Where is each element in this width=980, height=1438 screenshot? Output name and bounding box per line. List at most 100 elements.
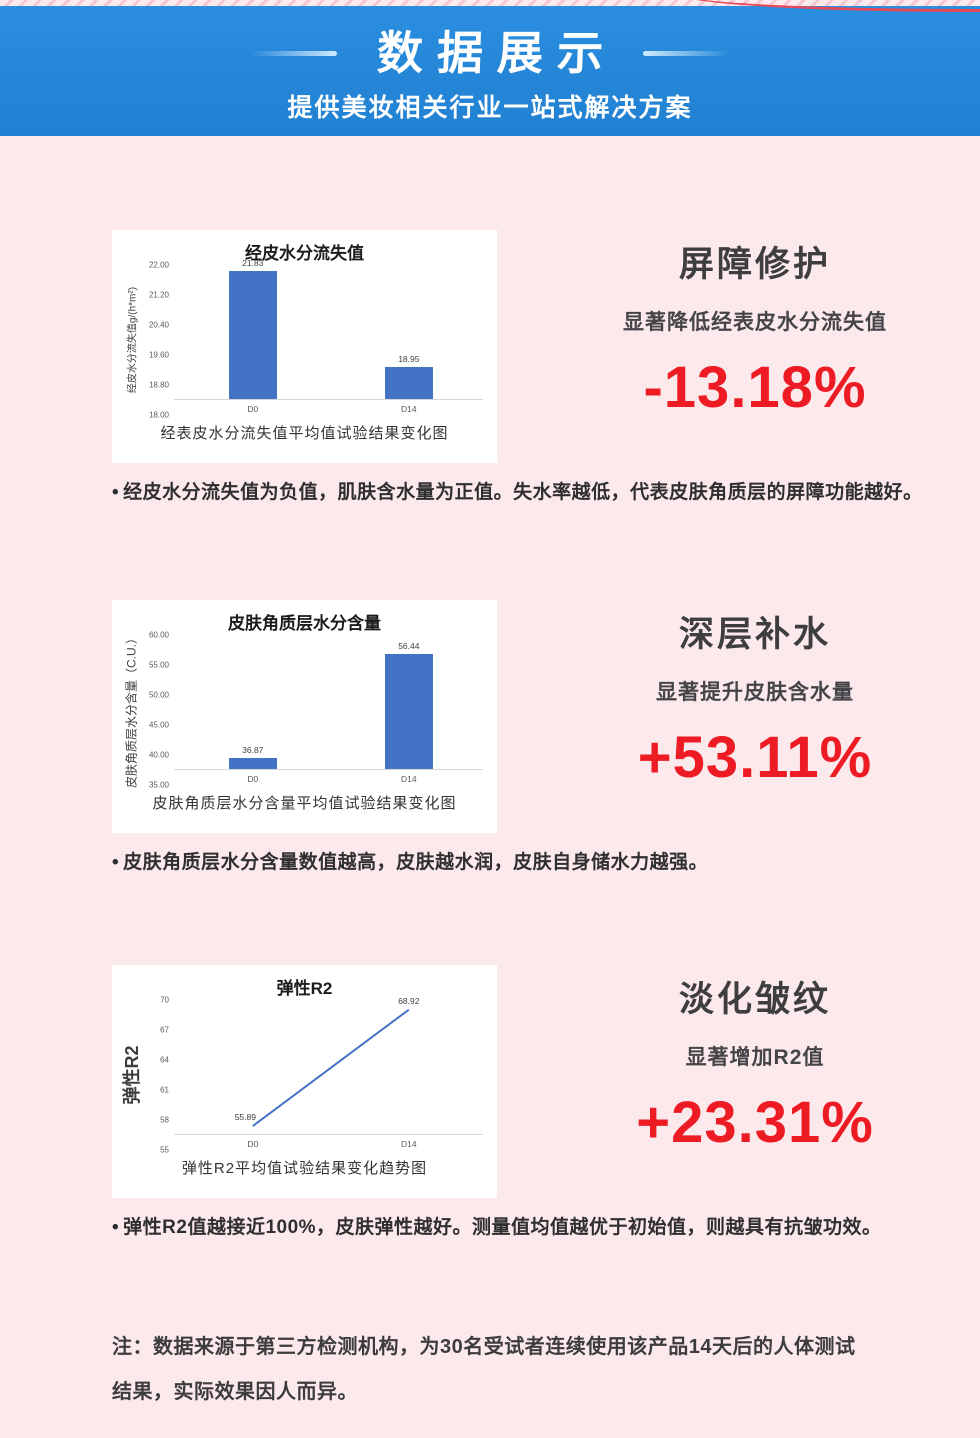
plot-wrap: 21.83 18.95 D0 D14 <box>174 258 483 415</box>
top-decoration-strip <box>0 0 980 12</box>
y-tick-label: 55.00 <box>148 660 169 669</box>
chart-caption: 皮肤角质层水分含量平均值试验结果变化图 <box>152 794 457 812</box>
bar: 36.87 <box>228 745 277 769</box>
y-tick-label: 21.20 <box>148 290 169 300</box>
y-tick-label: 45.00 <box>148 720 169 729</box>
x-axis-ticks: D0 D14 <box>174 770 483 785</box>
y-tick-label: 19.60 <box>148 350 169 360</box>
result-percent: +23.31% <box>636 1090 874 1155</box>
chart-title: 经皮水分流失值 <box>245 244 364 263</box>
y-tick-label: 60.00 <box>148 630 169 639</box>
bullet-dot: • <box>112 1217 120 1238</box>
point-data-label: 68.92 <box>398 995 420 1006</box>
y-axis-ticks: 70 67 64 61 58 55 <box>142 996 174 1155</box>
y-tick-label: 61 <box>160 1085 169 1095</box>
chart-card-elasticity: 弹性R2 弹性R2 70 67 64 61 58 55 55.89 68.92 D0 D14 … <box>112 965 497 1198</box>
bar-data-label: 18.95 <box>398 354 420 365</box>
chart-title: 皮肤角质层水分含量 <box>228 613 381 633</box>
content-area: 经皮水分流失值 经皮水分流失值g/(h*m²) 22.00 21.20 20.40 1… <box>0 136 980 1415</box>
y-axis-ticks: 22.00 21.20 20.40 19.60 18.80 18.00 <box>142 261 174 420</box>
plot-wrap: 36.87 56.44 D0 D14 <box>174 635 483 785</box>
section-bullet: • 经皮水分流失值为负值，肌肤含水量为正值。失水率越低，代表皮肤角质层的屏障功能… <box>112 479 930 508</box>
page-subtitle: 提供美妆相关行业一站式解决方案 <box>287 93 693 122</box>
result-subtitle: 显著降低经表皮水分流失值 <box>623 311 887 334</box>
y-axis-label-wrap: 经皮水分流失值g/(h*m²) <box>120 265 142 415</box>
y-tick-label: 22.00 <box>148 260 169 270</box>
y-axis-label-wrap: 皮肤角质层水分含量（C.U.） <box>120 631 142 787</box>
section-row: 皮肤角质层水分含量 皮肤角质层水分含量（C.U.） 60.00 55.00 50.0… <box>112 599 930 833</box>
x-tick-label: D0 <box>247 404 259 414</box>
bullet-text: 经皮水分流失值为负值，肌肤含水量为正值。失水率越低，代表皮肤角质层的屏障功能越好… <box>123 482 923 503</box>
page-title: 数据展示 <box>376 27 618 79</box>
bullet-dot: • <box>112 851 120 873</box>
y-tick-label: 55 <box>160 1145 169 1155</box>
section-bullet: • 弹性R2值越接近100%，皮肤弹性越好。测量值均值越优于初始值，则越具有抗皱… <box>112 1214 930 1243</box>
line-series <box>174 1000 483 1134</box>
section-bullet: • 皮肤角质层水分含量数值越高，皮肤越水润，皮肤自身储水力越强。 <box>112 849 930 878</box>
result-panel: 屏障修护 显著降低经表皮水分流失值 -13.18% <box>544 244 966 420</box>
bar: 18.95 <box>384 354 433 399</box>
chart-title: 弹性R2 <box>276 979 333 998</box>
section-deep-hydration: 皮肤角质层水分含量 皮肤角质层水分含量（C.U.） 60.00 55.00 50.0… <box>112 599 930 878</box>
bullet-text: 皮肤角质层水分含量数值越高，皮肤越水润，皮肤自身储水力越强。 <box>123 851 709 873</box>
section-barrier-repair: 经皮水分流失值 经皮水分流失值g/(h*m²) 22.00 21.20 20.40 1… <box>112 230 930 508</box>
bar: 21.83 <box>228 258 277 399</box>
chart-body: 经皮水分流失值g/(h*m²) 22.00 21.20 20.40 19.60 18.8… <box>120 258 483 420</box>
y-tick-label: 67 <box>160 1025 169 1035</box>
title-decor-line-left <box>251 50 337 56</box>
plot-area: 21.83 18.95 <box>174 258 483 400</box>
result-subtitle: 显著提升皮肤含水量 <box>656 680 854 704</box>
y-tick-label: 20.40 <box>148 320 169 330</box>
header-title-row: 数据展示 <box>251 27 729 79</box>
result-title: 屏障修护 <box>678 245 831 284</box>
result-subtitle: 显著增加R2值 <box>685 1046 825 1069</box>
x-tick-label: D0 <box>247 1139 259 1149</box>
y-tick-label: 64 <box>160 1055 169 1065</box>
plot-wrap: 55.89 68.92 D0 D14 <box>174 996 483 1150</box>
y-tick-label: 35.00 <box>148 780 169 789</box>
y-tick-label: 70 <box>160 995 169 1005</box>
chart-caption: 弹性R2平均值试验结果变化趋势图 <box>181 1160 428 1177</box>
y-tick-label: 50.00 <box>148 690 169 699</box>
y-axis-label: 弹性R2 <box>122 1045 142 1105</box>
disclaimer-note: 注：数据来源于第三方检测机构，为30名受试者连续使用该产品14天后的人体测试结果… <box>112 1335 856 1403</box>
x-tick-label: D14 <box>401 773 417 784</box>
y-tick-label: 58 <box>160 1115 169 1125</box>
bullet-text: 弹性R2值越接近100%，皮肤弹性越好。测量值均值越优于初始值，则越具有抗皱功效… <box>123 1217 882 1238</box>
y-axis-label: 皮肤角质层水分含量（C.U.） <box>124 631 139 788</box>
y-axis-label-wrap: 弹性R2 <box>120 1000 142 1150</box>
y-tick-label: 40.00 <box>148 750 169 759</box>
section-wrinkle-reduction: 弹性R2 弹性R2 70 67 64 61 58 55 55.89 68.92 D0 D14 … <box>112 965 930 1243</box>
x-tick-label: D0 <box>247 773 259 784</box>
result-percent: -13.18% <box>643 355 867 420</box>
y-axis-ticks: 60.00 55.00 50.00 45.00 40.00 35.00 <box>142 630 174 789</box>
x-tick-label: D14 <box>401 1139 417 1149</box>
plot-area: 36.87 56.44 <box>174 635 483 770</box>
x-axis-ticks: D0 D14 <box>174 400 483 415</box>
result-panel: 淡化皱纹 显著增加R2值 +23.31% <box>544 979 966 1155</box>
chart-card-tewl: 经皮水分流失值 经皮水分流失值g/(h*m²) 22.00 21.20 20.40 1… <box>112 230 497 463</box>
bar: 56.44 <box>384 641 433 769</box>
result-panel: 深层补水 显著提升皮肤含水量 +53.11% <box>544 614 966 790</box>
bar-data-label: 56.44 <box>398 640 420 651</box>
page-header: 数据展示 提供美妆相关行业一站式解决方案 <box>0 6 980 136</box>
result-title: 淡化皱纹 <box>678 980 831 1019</box>
bullet-dot: • <box>112 482 120 503</box>
section-row: 弹性R2 弹性R2 70 67 64 61 58 55 55.89 68.92 D0 D14 … <box>112 965 930 1198</box>
point-data-label: 55.89 <box>234 1112 256 1123</box>
result-title: 深层补水 <box>678 614 831 654</box>
chart-card-hydration: 皮肤角质层水分含量 皮肤角质层水分含量（C.U.） 60.00 55.00 50.0… <box>112 599 497 833</box>
bar-data-label: 21.83 <box>242 257 264 268</box>
chart-body: 皮肤角质层水分含量（C.U.） 60.00 55.00 50.00 45.00 40.0… <box>120 630 483 789</box>
bar-data-label: 36.87 <box>242 745 264 756</box>
x-axis-ticks: D0 D14 <box>174 1135 483 1150</box>
y-tick-label: 18.80 <box>148 380 169 390</box>
result-percent: +53.11% <box>637 724 873 790</box>
chart-body: 弹性R2 70 67 64 61 58 55 55.89 68.92 D0 D14 <box>120 996 483 1155</box>
y-axis-label: 经皮水分流失值g/(h*m²) <box>127 286 139 394</box>
section-row: 经皮水分流失值 经皮水分流失值g/(h*m²) 22.00 21.20 20.40 1… <box>112 230 930 463</box>
plot-area: 55.89 68.92 <box>174 996 483 1135</box>
title-decor-line-right <box>643 50 729 56</box>
chart-caption: 经表皮水分流失值平均值试验结果变化图 <box>160 425 449 442</box>
y-tick-label: 18.00 <box>148 410 169 420</box>
